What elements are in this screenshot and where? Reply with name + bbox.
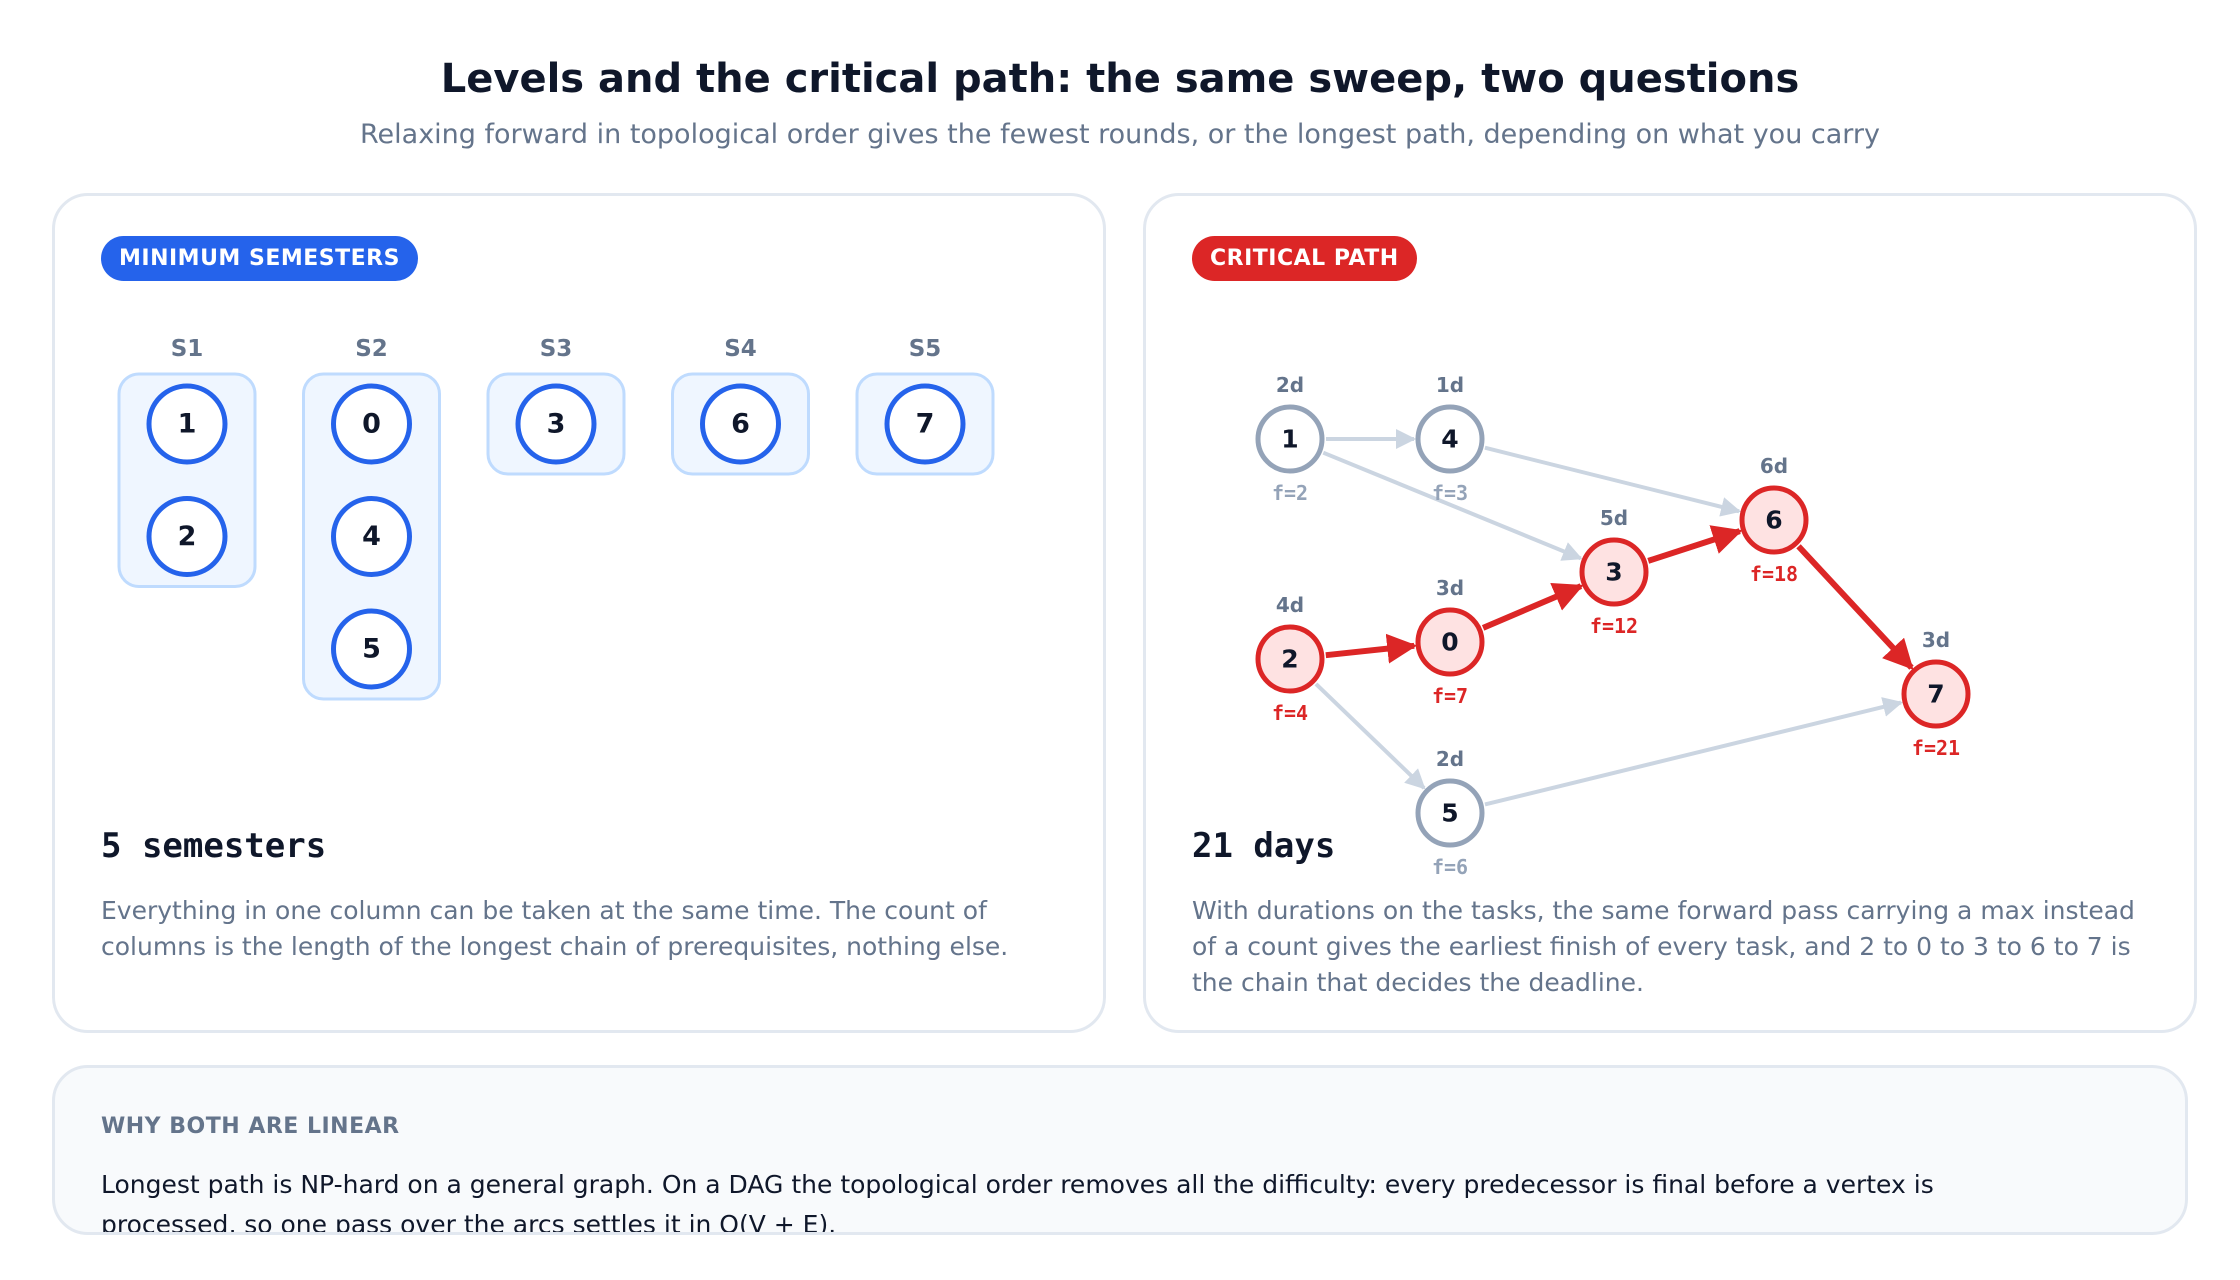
edges xyxy=(1314,429,1914,807)
course-node: 6 xyxy=(700,383,781,465)
course-node: 1 xyxy=(146,383,228,465)
why-linear-card: WHY BOTH ARE LINEAR Longest path is NP-h… xyxy=(52,1065,2188,1235)
critical-task-node-6: 6d 6 f=18 xyxy=(1739,454,1809,586)
edge-4-6 xyxy=(1484,445,1742,517)
task-finish: f=6 xyxy=(1432,855,1468,879)
task-duration: 4d xyxy=(1276,593,1304,617)
svg-text:0: 0 xyxy=(1441,628,1458,657)
task-duration: 3d xyxy=(1436,576,1464,600)
semester-column-s4: S4 6 xyxy=(671,336,810,476)
svg-text:4: 4 xyxy=(1441,425,1458,454)
minimum-semesters-card: MINIMUM SEMESTERS S1 1 2 S2 0 4 5 S3 3 S4 6 S5 7 5 s… xyxy=(52,193,1106,1033)
task-duration: 2d xyxy=(1436,747,1464,771)
svg-text:5: 5 xyxy=(1441,799,1458,828)
why-linear-heading: WHY BOTH ARE LINEAR xyxy=(101,1114,400,1139)
svg-text:2: 2 xyxy=(178,521,197,552)
critical-edge-2-0 xyxy=(1325,633,1418,664)
semester-levels-diagram: S1 1 2 S2 0 4 5 S3 3 S4 6 S5 7 xyxy=(117,336,995,701)
svg-text:4: 4 xyxy=(362,521,381,552)
task-finish: f=7 xyxy=(1432,684,1468,708)
task-node-4: 1d 4 f=3 xyxy=(1415,373,1485,505)
svg-text:6: 6 xyxy=(1765,506,1782,535)
semester-column-s1: S1 1 2 xyxy=(117,336,257,588)
svg-text:6: 6 xyxy=(731,409,750,440)
task-finish: f=12 xyxy=(1590,614,1638,638)
svg-text:3: 3 xyxy=(1605,558,1622,587)
semesters-result: 5 semesters xyxy=(101,826,327,866)
task-finish: f=4 xyxy=(1272,701,1308,725)
edge-1-3 xyxy=(1322,450,1583,561)
semester-column-s2: S2 0 4 5 xyxy=(302,336,441,701)
semester-label: S1 xyxy=(171,336,204,362)
semester-column-s5: S5 7 xyxy=(855,336,995,476)
svg-text:5: 5 xyxy=(362,634,381,665)
critical-edge-3-6 xyxy=(1647,525,1743,564)
course-node: 3 xyxy=(515,383,597,465)
task-finish: f=18 xyxy=(1750,562,1798,586)
critical-path-result: 21 days xyxy=(1192,826,1336,866)
edge-2-5 xyxy=(1314,682,1426,790)
critical-path-diagram: 2d 1 f=2 1d 4 f=3 4d 2 f=4 3d 0 f=7 5d 3 f=12 6d 6 f=18 3d… xyxy=(1255,373,1971,879)
critical-path-description: With durations on the tasks, the same fo… xyxy=(1192,896,2135,997)
task-duration: 1d xyxy=(1436,373,1464,397)
critical-edge-0-3 xyxy=(1481,582,1584,631)
task-node-5: 2d 5 f=6 xyxy=(1415,747,1485,879)
critical-task-node-2: 4d 2 f=4 xyxy=(1255,593,1325,725)
semester-column-s3: S3 3 xyxy=(486,336,626,476)
edge-5-7 xyxy=(1484,697,1903,807)
critical-task-node-7: 3d 7 f=21 xyxy=(1901,628,1971,760)
task-duration: 5d xyxy=(1600,506,1628,530)
semester-label: S2 xyxy=(355,336,388,362)
svg-text:3: 3 xyxy=(547,409,566,440)
svg-text:7: 7 xyxy=(916,409,935,440)
minimum-semesters-badge: MINIMUM SEMESTERS xyxy=(101,236,418,281)
semester-label: S3 xyxy=(540,336,573,362)
svg-text:1: 1 xyxy=(178,409,197,440)
semesters-description: Everything in one column can be taken at… xyxy=(101,896,1009,961)
task-duration: 6d xyxy=(1760,454,1788,478)
semester-label: S5 xyxy=(909,336,942,362)
page-subtitle: Relaxing forward in topological order gi… xyxy=(360,119,1880,150)
task-finish: f=21 xyxy=(1912,736,1960,760)
task-node-1: 2d 1 f=2 xyxy=(1255,373,1325,505)
course-node: 2 xyxy=(146,496,228,577)
course-node: 0 xyxy=(331,383,412,465)
svg-text:7: 7 xyxy=(1927,680,1944,709)
svg-text:2: 2 xyxy=(1281,645,1298,674)
svg-text:0: 0 xyxy=(362,409,381,440)
task-duration: 3d xyxy=(1922,628,1950,652)
semester-label: S4 xyxy=(724,336,757,362)
critical-edge-6-7 xyxy=(1796,544,1914,670)
task-finish: f=3 xyxy=(1432,481,1468,505)
page-title: Levels and the critical path: the same s… xyxy=(440,56,1800,102)
critical-task-node-0: 3d 0 f=7 xyxy=(1415,576,1485,708)
why-linear-body: Longest path is NP-hard on a general gra… xyxy=(101,1170,1934,1235)
critical-path-badge: CRITICAL PATH xyxy=(1192,236,1417,281)
task-duration: 2d xyxy=(1276,373,1304,397)
critical-path-card: CRITICAL PATH 2d 1 f=2 1d 4 f=3 4d 2 f=4 3d 0 f=7 5d… xyxy=(1143,193,2197,1033)
svg-text:1: 1 xyxy=(1281,425,1298,454)
course-node: 5 xyxy=(331,608,412,690)
course-node: 4 xyxy=(331,496,412,577)
critical-task-node-3: 5d 3 f=12 xyxy=(1579,506,1649,638)
task-finish: f=2 xyxy=(1272,481,1308,505)
course-node: 7 xyxy=(884,383,966,465)
